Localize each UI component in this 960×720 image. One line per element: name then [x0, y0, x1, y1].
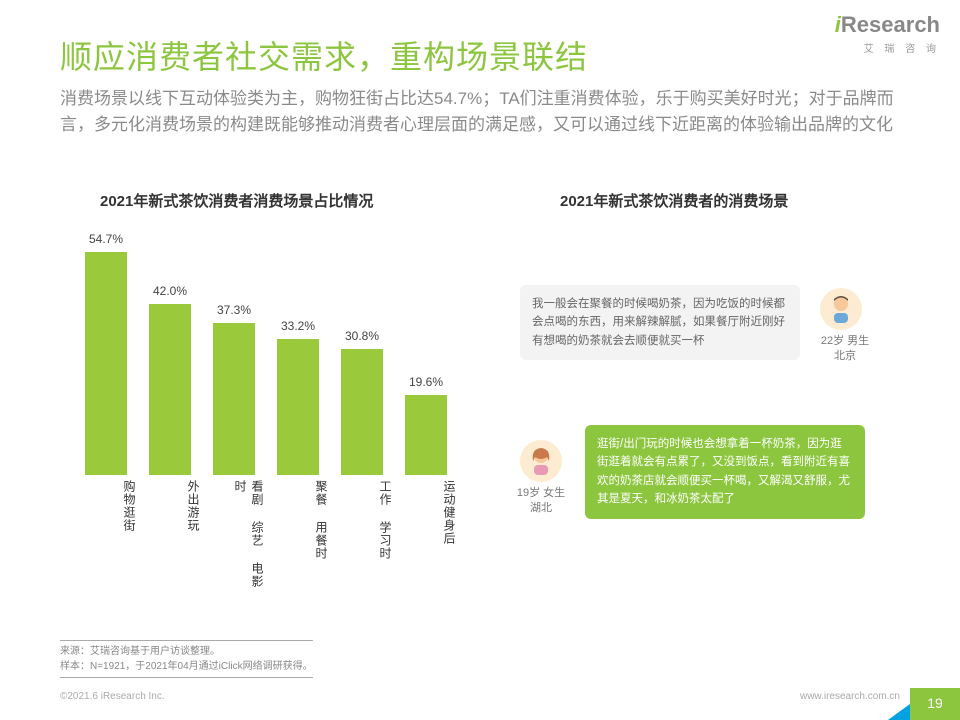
chart-title-left: 2021年新式茶饮消费者消费场景占比情况	[100, 190, 373, 211]
person-1-line2: 北京	[834, 350, 856, 362]
bar-value-label: 42.0%	[144, 284, 196, 298]
source-line2: 样本：N=1921，于2021年04月通过iClick网络调研获得。	[60, 661, 313, 672]
bar-rect	[213, 323, 255, 475]
bar-rect	[277, 339, 319, 475]
page-number: 19	[910, 688, 960, 720]
bar-category-label: 购物逛街	[86, 480, 138, 590]
bar-category-label: 看剧 综艺 电影时	[214, 480, 266, 590]
avatar-female-icon	[520, 440, 562, 482]
bar-value-label: 30.8%	[336, 329, 388, 343]
bar-1: 42.0%	[144, 304, 196, 476]
quote-box-1: 我一般会在聚餐的时候喝奶茶，因为吃饭的时候都会点喝的东西，用来解辣解腻，如果餐厅…	[520, 285, 800, 360]
bar-0: 54.7%	[80, 252, 132, 475]
page-subtitle: 消费场景以线下互动体验类为主，购物狂街占比达54.7%；TA们注重消费体验，乐于…	[60, 86, 900, 139]
logo: iResearch 艾 瑞 咨 询	[835, 12, 940, 55]
person-label-2: 19岁 女生 湖北	[506, 486, 576, 517]
source-line1: 来源：艾瑞咨询基于用户访谈整理。	[60, 646, 220, 657]
bar-category-label: 聚餐 用餐时	[278, 480, 330, 590]
bar-chart: 54.7%购物逛街42.0%外出游玩37.3%看剧 综艺 电影时33.2%聚餐 …	[60, 225, 480, 585]
person-1-line1: 22岁 男生	[821, 335, 869, 347]
bar-3: 33.2%	[272, 339, 324, 475]
bar-value-label: 19.6%	[400, 375, 452, 389]
slide: iResearch 艾 瑞 咨 询 顺应消费者社交需求，重构场景联结 消费场景以…	[0, 0, 960, 720]
bar-4: 30.8%	[336, 349, 388, 475]
page-title: 顺应消费者社交需求，重构场景联结	[60, 32, 588, 78]
bar-value-label: 54.7%	[80, 232, 132, 246]
quote-box-2: 逛街/出门玩的时候也会想拿着一杯奶茶，因为逛街逛着就会有点累了，又没到饭点，看到…	[585, 425, 865, 519]
bar-5: 19.6%	[400, 395, 452, 475]
bar-rect	[85, 252, 127, 475]
bar-category-label: 运动健身后	[406, 480, 458, 590]
logo-name: Research	[841, 12, 940, 37]
bar-category-label: 工作 学习时	[342, 480, 394, 590]
footer-url: www.iresearch.com.cn	[800, 691, 900, 702]
source-note: 来源：艾瑞咨询基于用户访谈整理。 样本：N=1921，于2021年04月通过iC…	[60, 640, 313, 678]
logo-subtitle: 艾 瑞 咨 询	[835, 40, 940, 55]
bar-value-label: 33.2%	[272, 319, 324, 333]
person-label-1: 22岁 男生 北京	[810, 334, 880, 365]
bar-rect	[341, 349, 383, 475]
person-2-line1: 19岁 女生	[517, 487, 565, 499]
avatar-male-icon	[820, 288, 862, 330]
bar-category-label: 外出游玩	[150, 480, 202, 590]
copyright: ©2021.6 iResearch Inc.	[60, 691, 165, 702]
logo-main: iResearch	[835, 12, 940, 38]
chart-title-right: 2021年新式茶饮消费者的消费场景	[560, 190, 788, 211]
bar-2: 37.3%	[208, 323, 260, 475]
person-2-line2: 湖北	[530, 502, 552, 514]
bar-rect	[149, 304, 191, 476]
bar-value-label: 37.3%	[208, 303, 260, 317]
bar-rect	[405, 395, 447, 475]
